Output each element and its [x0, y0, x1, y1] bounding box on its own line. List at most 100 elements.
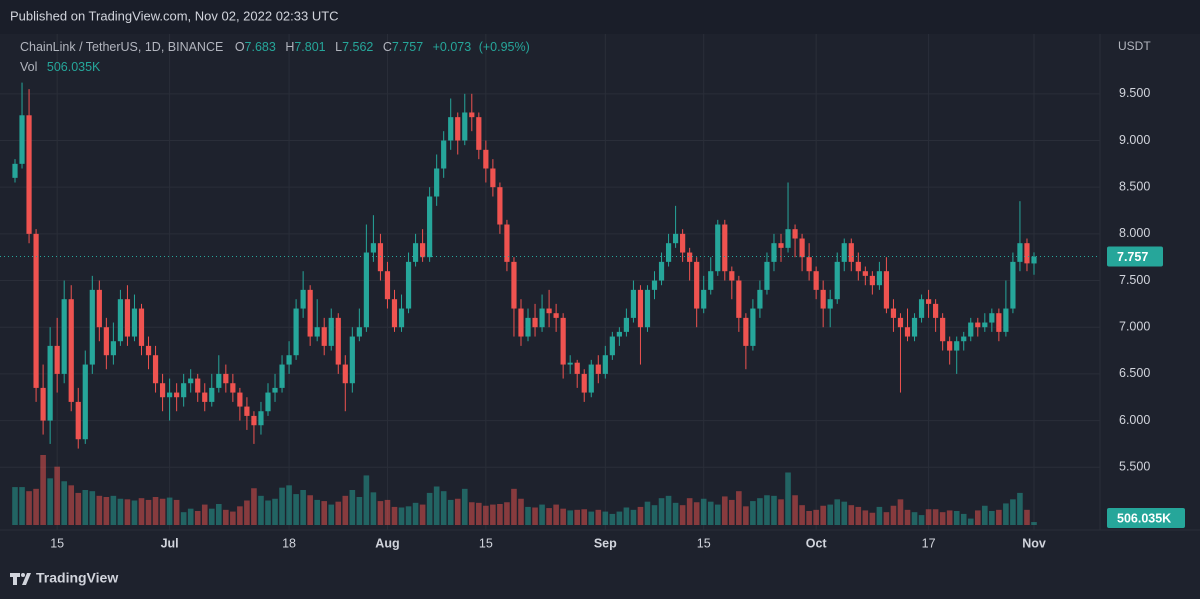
volume-bar — [714, 504, 721, 525]
candle-body — [602, 355, 608, 374]
volume-bar — [729, 499, 735, 525]
volume-bar — [328, 504, 335, 525]
candle-body — [82, 364, 88, 440]
candle-body — [103, 327, 109, 356]
candle-body — [490, 168, 496, 188]
volume-bar — [574, 509, 581, 525]
candle-body — [19, 115, 25, 164]
candle-body — [546, 308, 552, 314]
volume-bar — [117, 498, 124, 525]
candle-body — [441, 140, 447, 169]
volume-bar — [47, 478, 53, 525]
candle-body — [750, 308, 756, 346]
volume-bar — [707, 501, 714, 525]
volume-bar — [300, 490, 306, 525]
price-badge-label: 7.757 — [1117, 250, 1148, 264]
candle-body — [813, 271, 819, 290]
price-badge — [1107, 246, 1163, 267]
volume-bar — [883, 512, 890, 525]
candle-body — [124, 299, 131, 337]
volume-bar — [518, 498, 524, 525]
candle-body — [630, 289, 637, 318]
volume-bar — [265, 500, 271, 525]
volume-bar — [342, 495, 349, 525]
y-tick-label: 5.500 — [1119, 460, 1150, 474]
volume-bar — [511, 488, 517, 525]
volume-bar — [953, 511, 960, 525]
x-tick-label: Sep — [594, 536, 617, 550]
volume-legend: Vol 506.035K — [20, 60, 101, 74]
candle-body — [370, 243, 377, 253]
volume-bar — [630, 509, 637, 525]
candle-body — [1010, 261, 1016, 309]
volume-bar — [216, 504, 222, 525]
candle-body — [434, 168, 440, 197]
volume-bar — [855, 506, 862, 525]
volume-bar — [736, 491, 742, 525]
candle-body — [110, 341, 116, 356]
volume-bar — [743, 506, 749, 525]
volume-bar — [377, 501, 384, 525]
candle-body — [581, 373, 587, 393]
candle-body — [820, 289, 826, 309]
volume-bar — [96, 495, 103, 525]
volume-bar — [567, 510, 573, 525]
candle-body — [469, 112, 475, 118]
volume-bar — [904, 509, 911, 525]
volume-bar — [145, 499, 152, 525]
candle-body — [841, 243, 847, 262]
candle-body — [342, 364, 348, 384]
volume-bar — [40, 455, 46, 525]
candle-body — [701, 289, 707, 309]
volume-bar — [419, 504, 426, 525]
candle-body — [708, 271, 714, 290]
candle-body — [47, 345, 53, 421]
candle-body — [131, 308, 138, 337]
candle-body — [743, 317, 749, 346]
volume-bar — [279, 487, 285, 525]
y-tick-label: 7.000 — [1119, 320, 1150, 334]
volume-bar — [560, 508, 566, 525]
volume-bar — [370, 492, 377, 525]
candle-body — [405, 261, 412, 309]
volume-bar — [124, 499, 131, 525]
volume-bar — [433, 486, 440, 525]
volume-bar — [223, 509, 229, 525]
volume-bar — [384, 499, 391, 525]
candle-body — [567, 362, 573, 365]
logo-mark — [10, 573, 31, 585]
volume-bar — [623, 507, 630, 525]
volume-bar — [925, 509, 932, 525]
volume-bar — [19, 487, 25, 525]
candle-body — [356, 327, 362, 337]
volume-bar — [412, 502, 419, 525]
candle-body — [321, 327, 327, 346]
candle-body — [181, 383, 187, 398]
candle-body — [188, 378, 194, 384]
volume-bar — [138, 498, 145, 525]
candle-body — [167, 392, 173, 398]
header-bar — [0, 0, 1200, 34]
volume-bar — [1003, 503, 1009, 525]
x-tick-label: Nov — [1022, 536, 1046, 550]
candle-body — [560, 317, 566, 365]
candle-body — [911, 317, 918, 337]
candle-body — [799, 238, 805, 258]
candle-body — [349, 336, 355, 384]
candle-body — [363, 252, 369, 328]
volume-bar — [307, 495, 313, 525]
candle-body — [476, 117, 482, 150]
candle-body — [195, 378, 201, 393]
candle-body — [687, 252, 693, 262]
volume-bar — [131, 500, 138, 525]
candle-body — [427, 196, 433, 258]
candle-body — [736, 280, 742, 318]
volume-bar — [152, 497, 159, 525]
x-tick-label: Aug — [375, 536, 399, 550]
ohlc-value: 7.757 — [392, 40, 423, 54]
candle-body — [644, 289, 651, 328]
volume-bar — [686, 498, 693, 525]
volume-bar — [869, 512, 876, 525]
volume-bar — [679, 505, 686, 525]
vol-layer — [12, 455, 1037, 525]
